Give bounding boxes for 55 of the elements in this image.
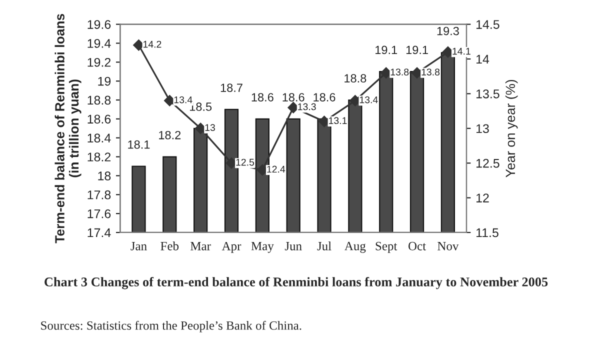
y-tick-label: 19.2 bbox=[88, 58, 111, 67]
data-label: 12.4 bbox=[267, 166, 286, 173]
x-tick-label: Apr bbox=[222, 242, 242, 253]
data-label: 18.2 bbox=[159, 130, 181, 140]
y-tick-label: 17.4 bbox=[88, 228, 111, 238]
y2-tick-label: 13 bbox=[476, 124, 489, 134]
data-label: 13.8 bbox=[390, 68, 409, 76]
y-tick-label: 17.6 bbox=[88, 209, 111, 218]
y2-tick-label: 12 bbox=[476, 194, 489, 202]
x-tick-label: Feb bbox=[160, 242, 179, 250]
y2-tick-label: 11.5 bbox=[476, 228, 498, 238]
x-tick-label: Oct bbox=[408, 242, 426, 250]
x-tick-label: Aug bbox=[344, 242, 366, 253]
data-label: 13.4 bbox=[360, 96, 378, 104]
data-label: 13.1 bbox=[329, 117, 347, 124]
y-tick-label: 19 bbox=[98, 76, 111, 86]
source-note: Sources: Statistics from the People’s Bank of China. bbox=[41, 320, 302, 332]
y-tick-label: 19.6 bbox=[88, 20, 111, 29]
y-tick-label: 18.2 bbox=[88, 152, 111, 162]
data-label: 14.1 bbox=[452, 48, 470, 55]
y2-tick-label: 13.5 bbox=[476, 89, 500, 98]
x-tick-label: Jul bbox=[317, 242, 332, 250]
y2-tick-label: 14 bbox=[476, 54, 490, 64]
y-tick-label: 19.4 bbox=[88, 39, 111, 48]
x-tick-label: May bbox=[251, 242, 274, 253]
data-label: 19.1 bbox=[406, 46, 428, 54]
y2-tick-label: 12.5 bbox=[476, 158, 500, 168]
x-tick-label: Sept bbox=[376, 242, 398, 253]
y-tick-label: 18 bbox=[98, 172, 111, 180]
y-tick-label: 18.8 bbox=[88, 96, 111, 105]
data-label: 13.3 bbox=[298, 103, 316, 110]
y-tick-label: 18.4 bbox=[88, 134, 111, 143]
data-label: 13.4 bbox=[174, 96, 192, 104]
data-label: 19.3 bbox=[437, 26, 459, 36]
data-label: 18.7 bbox=[220, 84, 242, 92]
data-label: 18.6 bbox=[314, 93, 336, 102]
y-tick-label: 18.6 bbox=[88, 114, 111, 124]
data-label: 18.6 bbox=[252, 93, 274, 102]
data-label: 12.5 bbox=[236, 158, 254, 166]
text: Chart 3 Changes of term-end balance of Renminbi loans from January to November 2005 bbox=[44, 276, 548, 290]
x-tick-label: Mar bbox=[190, 242, 211, 250]
data-label: 14.2 bbox=[143, 40, 162, 48]
data-label: 18.6 bbox=[282, 93, 304, 102]
data-label: 18.1 bbox=[128, 140, 150, 149]
x-tick-label: Nov bbox=[438, 242, 459, 250]
x-tick-label: Jun bbox=[284, 242, 302, 250]
data-label: 13 bbox=[205, 124, 215, 131]
y2-tick-label: 14.5 bbox=[476, 20, 500, 29]
y-axis-title: Term-end balance of Renminbi loans (in trillion yuan) bbox=[54, 14, 82, 244]
x-tick-label: Jan bbox=[130, 242, 147, 250]
data-label: 18.8 bbox=[344, 74, 366, 83]
data-label: 19.1 bbox=[376, 46, 398, 54]
data-label: 13.8 bbox=[422, 68, 440, 76]
y-tick-label: 17.8 bbox=[88, 190, 111, 200]
y2-axis-title: Year on year (%) bbox=[505, 80, 518, 178]
